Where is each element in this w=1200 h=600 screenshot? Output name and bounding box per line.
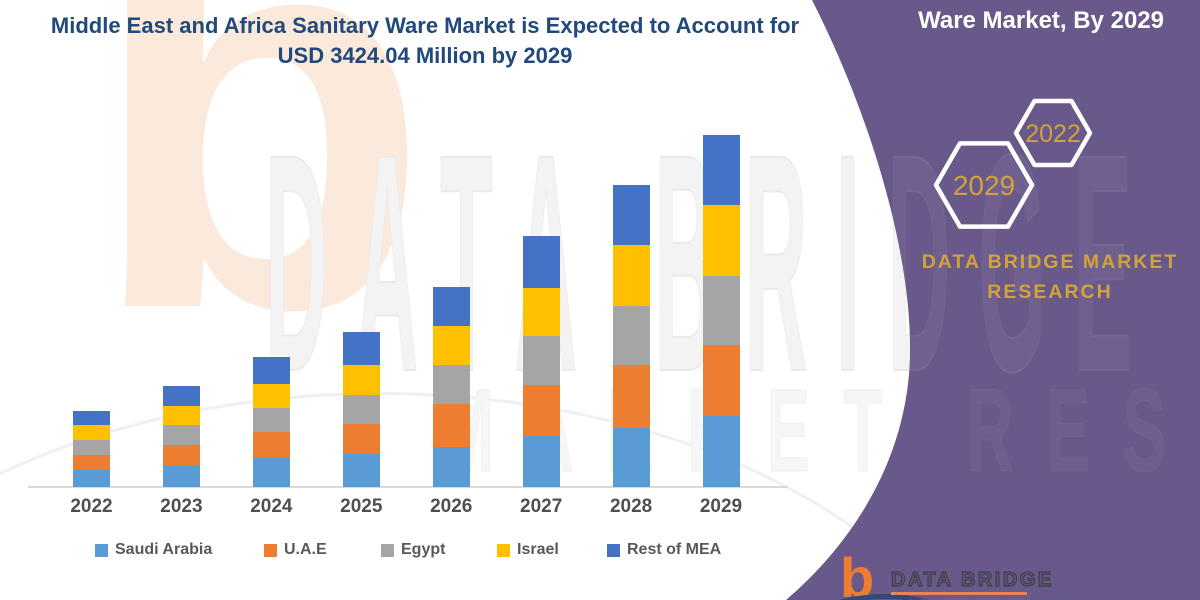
bar-segment-egypt — [432, 365, 470, 404]
left-brand-glyph-watermark: b — [88, 0, 431, 425]
bar-segment-israel — [432, 326, 470, 366]
x-axis-label-2025: 2025 — [340, 496, 383, 517]
bar-segment-saudi-arabia — [252, 457, 290, 487]
bar-2026 — [432, 287, 470, 487]
bar-segment-egypt — [252, 407, 290, 433]
bar-segment-egypt — [162, 424, 200, 445]
bar-segment-israel — [73, 424, 110, 440]
x-axis-label-2029: 2029 — [699, 496, 743, 517]
legend-item-u-a-e: U.A.E — [264, 541, 327, 559]
bar-segment-israel — [342, 365, 380, 396]
hexagon-2022-year: 2022 — [1025, 120, 1081, 148]
bar-segment-israel — [702, 205, 740, 277]
brand-text-line1: DATA BRIDGE MARKET — [921, 251, 1179, 273]
bar-2029 — [702, 134, 740, 487]
legend-marker-icon — [381, 543, 394, 557]
legend-item-saudi-arabia: Saudi Arabia — [95, 541, 212, 559]
legend-label: Israel — [517, 541, 559, 558]
bar-segment-u-a-e — [162, 444, 200, 467]
bar-2028 — [612, 185, 650, 487]
bar-segment-saudi-arabia — [702, 416, 740, 487]
bar-segment-rest-of-mea — [432, 287, 470, 327]
legend-label: Rest of MEA — [627, 541, 722, 558]
bar-segment-egypt — [612, 306, 650, 365]
bar-segment-rest-of-mea — [522, 236, 560, 288]
legend-item-israel: Israel — [497, 541, 559, 559]
bar-segment-rest-of-mea — [612, 185, 650, 246]
x-axis-label-2028: 2028 — [609, 496, 653, 517]
purple-shape — [786, 0, 1200, 600]
hexagon-2029 — [933, 141, 1035, 229]
bar-segment-rest-of-mea — [73, 411, 110, 425]
bar-segment-egypt — [702, 276, 740, 346]
legend-marker-icon — [264, 543, 277, 557]
bar-segment-saudi-arabia — [432, 447, 470, 487]
bar-2027 — [522, 236, 560, 487]
bar-2024 — [252, 357, 290, 487]
bar-2022 — [73, 411, 110, 487]
bar-2025 — [342, 332, 380, 487]
footer-logo-title: DATA BRIDGE — [890, 568, 1054, 591]
bar-segment-saudi-arabia — [612, 428, 650, 487]
legend-label: Egypt — [401, 541, 446, 558]
bar-segment-rest-of-mea — [702, 134, 740, 206]
x-axis-label-2023: 2023 — [160, 496, 203, 517]
bar-segment-u-a-e — [702, 345, 740, 416]
side-panel-heading-line1: Middle East and Africa Sanitary — [744, 0, 1164, 4]
legend-item-egypt: Egypt — [381, 541, 445, 559]
bar-segment-israel — [252, 383, 290, 408]
legend-marker-icon — [497, 543, 510, 557]
footer-logo-underline — [891, 592, 1027, 595]
side-panel-heading-line2: Ware Market, By 2029 — [918, 7, 1164, 34]
bar-segment-saudi-arabia — [522, 436, 560, 487]
footer-logo: b DATA BRIDGE MARKET RESEARCH — [836, 546, 1076, 600]
bar-2023 — [162, 385, 200, 487]
page-title-line1: Middle East and Africa Sanitary Ware Mar… — [50, 13, 800, 38]
bar-segment-israel — [612, 245, 650, 307]
bar-segment-saudi-arabia — [342, 453, 380, 487]
bar-segment-saudi-arabia — [162, 466, 200, 487]
bar-segment-rest-of-mea — [342, 332, 380, 366]
bar-segment-u-a-e — [252, 432, 290, 458]
bar-segment-israel — [522, 287, 560, 337]
legend-label: U.A.E — [284, 541, 327, 558]
bar-segment-u-a-e — [522, 385, 560, 436]
x-axis-label-2026: 2026 — [430, 496, 473, 517]
x-axis-label-2027: 2027 — [520, 496, 563, 517]
bar-segment-rest-of-mea — [252, 357, 290, 384]
page-title: Middle East and Africa Sanitary Ware Mar… — [30, 11, 820, 71]
bar-segment-u-a-e — [342, 423, 380, 454]
footer-logo-subtitle: MARKET RESEARCH — [892, 597, 1074, 600]
bar-segment-egypt — [522, 336, 560, 386]
legend-label: Saudi Arabia — [115, 541, 213, 558]
bar-segment-israel — [162, 406, 200, 425]
bar-segment-saudi-arabia — [73, 469, 110, 487]
chart-legend: Saudi Arabia U.A.E Egypt Israel Rest of MEA — [0, 541, 800, 563]
side-panel-heading: Middle East and Africa Sanitary Ware Mar… — [744, 0, 1164, 37]
x-axis-line — [28, 486, 788, 488]
brand-text: DATA BRIDGE MARKET RESEARCH — [890, 247, 1200, 307]
hexagon-2029-year: 2029 — [953, 170, 1015, 201]
legend-marker-icon — [95, 543, 108, 557]
bar-segment-u-a-e — [612, 364, 650, 428]
x-axis-label-2024: 2024 — [250, 496, 293, 517]
page-title-line2: USD 3424.04 Million by 2029 — [277, 43, 573, 68]
legend-marker-icon — [607, 543, 620, 557]
hexagon-2022 — [1013, 98, 1093, 168]
year-hexagons: 2029 2022 — [933, 98, 1093, 229]
x-axis-label-2022: 2022 — [70, 496, 113, 517]
bar-segment-egypt — [73, 439, 110, 455]
bar-segment-egypt — [342, 395, 380, 424]
footer-logo-b-icon: b — [840, 546, 875, 600]
bar-segment-rest-of-mea — [162, 385, 200, 407]
brand-text-line2: RESEARCH — [987, 281, 1113, 303]
legend-item-rest-of-mea: Rest of MEA — [607, 541, 721, 559]
bar-segment-u-a-e — [73, 454, 110, 470]
bar-segment-u-a-e — [432, 403, 470, 447]
